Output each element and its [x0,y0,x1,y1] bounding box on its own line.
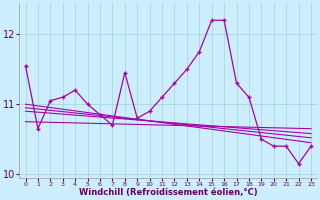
X-axis label: Windchill (Refroidissement éolien,°C): Windchill (Refroidissement éolien,°C) [79,188,258,197]
